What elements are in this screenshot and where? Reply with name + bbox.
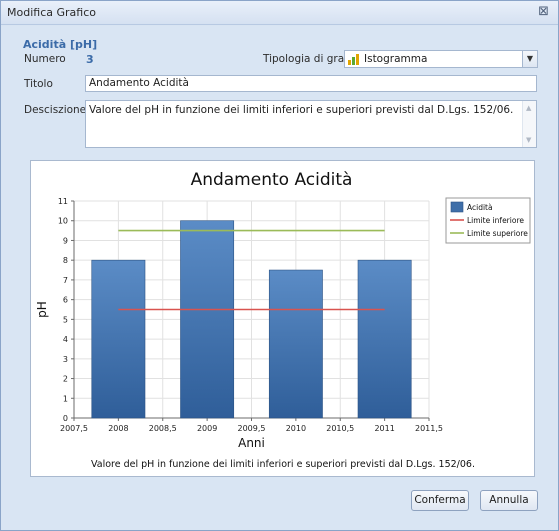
x-tick-label: 2008 <box>108 424 128 433</box>
y-axis-label: pH <box>35 301 49 318</box>
numero-value: 3 <box>86 53 94 66</box>
legend-label: Acidità <box>467 203 493 212</box>
x-axis-label: Anni <box>238 436 265 450</box>
form-heading: Acidità [pH] <box>23 38 98 51</box>
close-icon[interactable]: ⊠ <box>538 4 549 19</box>
chart-svg: Andamento Acidità 0 1 2 3 4 5 6 7 8 9 10 11 2007,5 200… <box>35 170 531 470</box>
y-tick-label: 4 <box>63 335 68 344</box>
tipologia-value: Istogramma <box>364 53 428 65</box>
chart-title: Andamento Acidità <box>191 170 353 190</box>
y-tick-label: 9 <box>63 236 68 245</box>
bar-acidita <box>268 269 323 419</box>
titolo-input[interactable]: Andamento Acidità <box>85 75 537 92</box>
y-tick-label: 6 <box>63 296 68 305</box>
bar-acidita <box>357 259 412 419</box>
y-tick-label: 0 <box>63 414 68 423</box>
y-tick-label: 5 <box>63 315 68 324</box>
y-tick-label: 8 <box>63 256 68 265</box>
y-tick-label: 7 <box>63 276 68 285</box>
y-tick-label: 1 <box>63 394 68 403</box>
tipologia-label: Tipologia di grafico <box>263 53 363 65</box>
y-tick-label: 10 <box>58 217 68 226</box>
x-tick-label: 2011 <box>374 424 394 433</box>
chevron-down-icon[interactable]: ▼ <box>522 51 537 67</box>
cancel-button[interactable]: Annulla <box>480 490 538 511</box>
titolo-label: Titolo <box>24 78 53 90</box>
scroll-up-icon[interactable]: ▲ <box>526 104 532 112</box>
scroll-down-icon[interactable]: ▼ <box>526 136 532 144</box>
descrizione-value: Valore del pH in funzione dei limiti inf… <box>89 104 514 116</box>
dialog-body: Acidità [pH] Numero 3 Tipologia di grafi… <box>1 26 558 530</box>
x-tick-label: 2009 <box>197 424 217 433</box>
x-tick-label: 2009,5 <box>238 424 266 433</box>
bar-chart-icon <box>348 54 360 65</box>
legend-swatch-acidita <box>450 201 464 213</box>
y-tick-label: 3 <box>63 355 68 364</box>
x-tick-label: 2010,5 <box>326 424 354 433</box>
numero-label: Numero <box>24 53 66 65</box>
tipologia-select[interactable]: Istogramma ▼ <box>344 50 538 68</box>
x-tick-label: 2008,5 <box>149 424 177 433</box>
x-tick-label: 2007,5 <box>60 424 88 433</box>
descrizione-textarea[interactable]: Valore del pH in funzione dei limiti inf… <box>85 100 537 148</box>
legend-label: Limite inferiore <box>467 216 524 225</box>
textarea-scrollbar[interactable]: ▲ ▼ <box>522 101 536 147</box>
x-tick-label: 2011,5 <box>415 424 443 433</box>
bar-acidita <box>180 220 235 419</box>
x-tick-label: 2010 <box>286 424 306 433</box>
chart-caption: Valore del pH in funzione dei limiti inf… <box>91 459 475 470</box>
window-title: Modifica Grafico <box>7 6 96 19</box>
y-tick-label: 2 <box>63 375 68 384</box>
chart-panel: Andamento Acidità 0 1 2 3 4 5 6 7 8 9 10 11 2007,5 200… <box>30 160 535 477</box>
y-tick-label: 11 <box>58 197 68 206</box>
descrizione-label: Desciszione <box>24 104 87 116</box>
confirm-button[interactable]: Conferma <box>411 490 469 511</box>
bar-acidita <box>91 259 146 419</box>
title-bar: Modifica Grafico ⊠ <box>1 1 558 25</box>
legend-label: Limite superiore <box>467 229 528 238</box>
